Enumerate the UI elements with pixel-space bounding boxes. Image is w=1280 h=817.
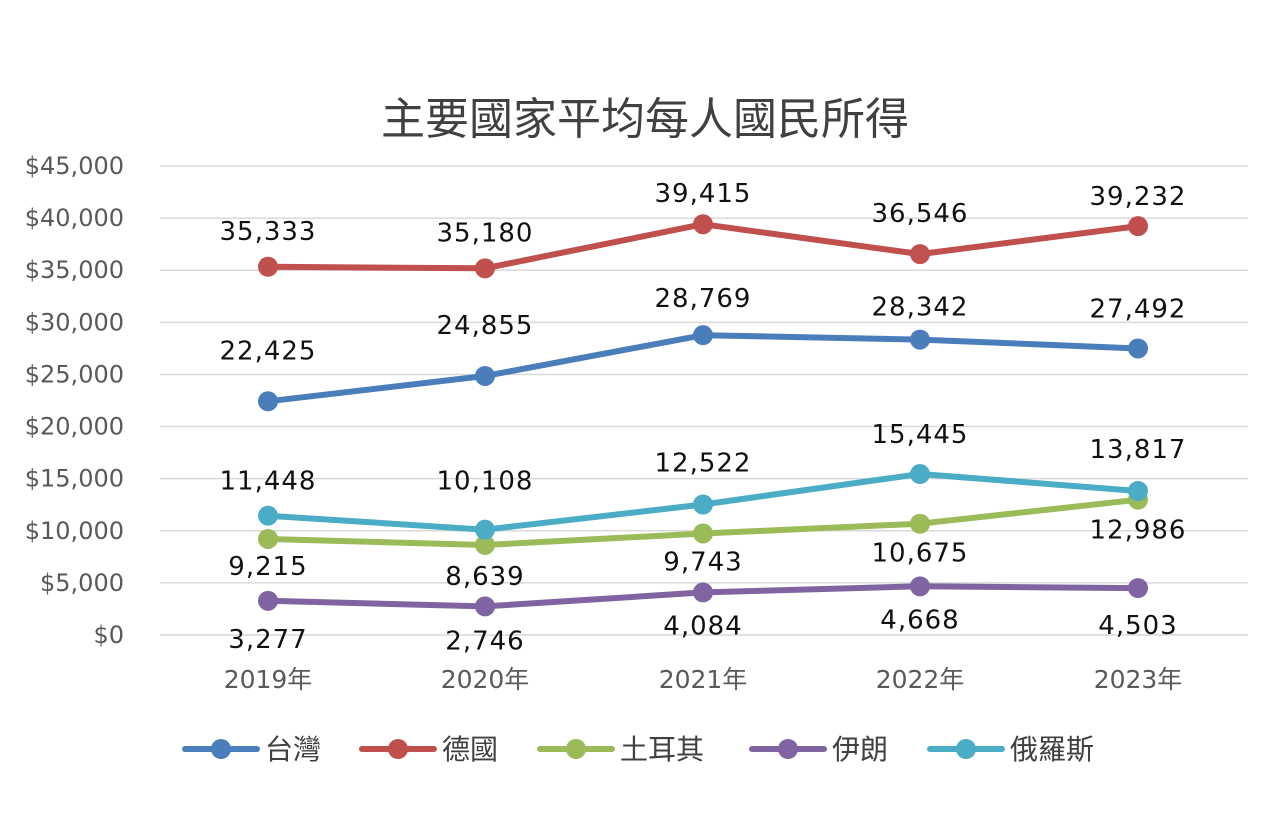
data-label: 27,492 — [1090, 294, 1187, 324]
data-label: 28,769 — [655, 284, 752, 314]
data-point — [475, 365, 495, 386]
legend-item[interactable]: 伊朗 — [749, 733, 888, 766]
y-tick-label: $35,000 — [25, 256, 124, 284]
data-label: 35,180 — [437, 218, 534, 248]
data-label: 4,084 — [663, 611, 742, 641]
chart-title: 主要國家平均每人國民所得 — [381, 94, 909, 145]
x-tick-label: 2019年 — [224, 665, 313, 694]
data-label: 28,342 — [872, 293, 969, 323]
data-point — [475, 596, 495, 617]
data-label: 24,855 — [437, 311, 534, 341]
data-point — [1128, 338, 1148, 359]
series — [258, 214, 1148, 617]
data-label: 39,415 — [655, 179, 752, 209]
data-point — [910, 329, 930, 350]
legend-marker — [956, 739, 976, 759]
data-point — [1128, 216, 1148, 237]
data-point — [693, 325, 713, 346]
data-label: 39,232 — [1090, 182, 1187, 212]
data-point — [258, 528, 278, 549]
legend-label: 伊朗 — [832, 733, 888, 766]
y-tick-label: $25,000 — [25, 360, 124, 388]
data-point — [1128, 480, 1148, 501]
data-label: 4,668 — [880, 605, 959, 635]
y-tick-label: $0 — [93, 621, 124, 649]
y-tick-label: $10,000 — [25, 517, 124, 545]
data-label: 36,546 — [872, 199, 969, 229]
data-point — [1128, 578, 1148, 599]
data-label: 2,746 — [445, 626, 524, 656]
data-point — [258, 590, 278, 611]
data-point — [475, 258, 495, 279]
data-label: 10,108 — [437, 467, 534, 497]
x-tick-label: 2021年 — [659, 665, 748, 694]
legend-item[interactable]: 俄羅斯 — [927, 733, 1094, 766]
data-label: 22,425 — [220, 336, 317, 366]
legend-marker — [211, 739, 231, 759]
y-tick-label: $15,000 — [25, 465, 124, 493]
series-group — [258, 576, 1148, 617]
y-tick-label: $45,000 — [25, 152, 124, 180]
data-label: 12,986 — [1090, 516, 1187, 546]
series-group — [258, 325, 1148, 412]
x-axis-ticks: 2019年 2020年 2021年 2022年 2023年 — [224, 665, 1183, 694]
data-label: 9,743 — [663, 547, 742, 577]
y-tick-label: $20,000 — [25, 413, 124, 441]
data-labels: 22,425 24,855 28,769 28,342 27,492 35,333 35,1… — [220, 179, 1187, 656]
data-point — [910, 513, 930, 534]
legend-label: 俄羅斯 — [1010, 733, 1094, 766]
data-point — [693, 494, 713, 515]
data-point — [258, 256, 278, 277]
data-point — [910, 244, 930, 265]
data-label: 11,448 — [220, 467, 317, 497]
series-group — [258, 464, 1148, 540]
legend-item[interactable]: 台灣 — [182, 733, 321, 766]
data-label: 12,522 — [655, 448, 752, 478]
x-tick-label: 2022年 — [876, 665, 965, 694]
y-axis-ticks: $0 $5,000 $10,000 $15,000 $20,000 $25,000 $30,… — [25, 152, 124, 649]
data-point — [258, 505, 278, 526]
x-tick-label: 2020年 — [441, 665, 530, 694]
legend-item[interactable]: 德國 — [359, 733, 498, 766]
data-label: 8,639 — [445, 562, 524, 592]
y-tick-label: $5,000 — [40, 569, 124, 597]
y-tick-label: $40,000 — [25, 204, 124, 232]
data-label: 9,215 — [228, 552, 307, 582]
legend[interactable]: 台灣 德國 土耳其 伊朗 俄羅斯 — [182, 733, 1094, 766]
legend-marker — [388, 739, 408, 759]
series-group — [258, 214, 1148, 279]
legend-marker — [778, 739, 798, 759]
data-point — [475, 519, 495, 540]
data-point — [910, 576, 930, 597]
data-point — [693, 214, 713, 235]
data-label: 35,333 — [220, 217, 317, 247]
legend-label: 台灣 — [265, 733, 321, 766]
legend-marker — [566, 739, 586, 759]
data-point — [693, 523, 713, 544]
data-point — [693, 582, 713, 603]
data-label: 4,503 — [1098, 611, 1177, 641]
legend-label: 土耳其 — [620, 733, 704, 766]
legend-label: 德國 — [442, 733, 498, 766]
data-label: 15,445 — [872, 420, 969, 450]
data-label: 3,277 — [228, 625, 307, 655]
x-tick-label: 2023年 — [1094, 665, 1183, 694]
data-label: 10,675 — [872, 539, 969, 569]
legend-item[interactable]: 土耳其 — [537, 733, 704, 766]
data-point — [475, 534, 495, 555]
data-point — [910, 464, 930, 485]
y-tick-label: $30,000 — [25, 308, 124, 336]
data-label: 13,817 — [1090, 435, 1187, 465]
data-point — [258, 391, 278, 412]
